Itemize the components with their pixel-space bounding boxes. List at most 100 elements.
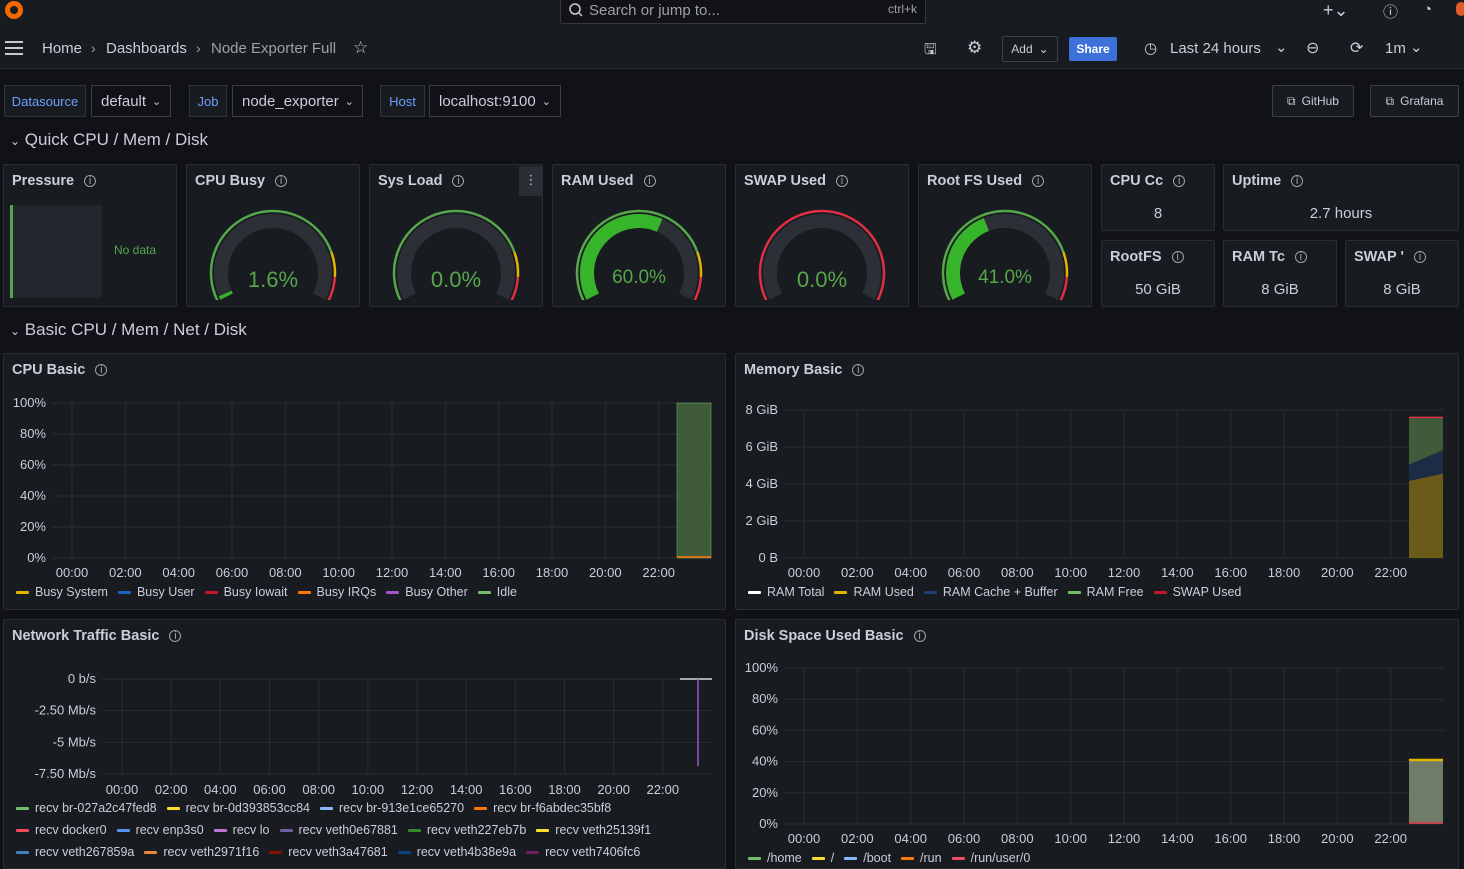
- menu-icon[interactable]: [5, 41, 23, 55]
- ram-used-panel[interactable]: RAM Used i 60.0%: [552, 164, 726, 307]
- save-icon[interactable]: 🖫: [924, 41, 937, 58]
- legend-item[interactable]: /boot: [844, 851, 891, 865]
- info-icon[interactable]: i: [95, 364, 108, 376]
- grafana-link[interactable]: ⧉ Grafana: [1370, 85, 1459, 117]
- legend-item[interactable]: recv veth4b38e9a: [397, 845, 516, 859]
- cpu-basic-panel[interactable]: CPU Basic i 100% 80% 60% 40% 20% 0% 00:00 02:00 0…: [3, 353, 726, 610]
- legend-label: Idle: [496, 585, 517, 599]
- legend-item[interactable]: RAM Cache + Buffer: [923, 585, 1058, 599]
- info-icon[interactable]: i: [169, 630, 182, 642]
- swap-total-panel[interactable]: SWAP ' i 8 GiB: [1345, 240, 1459, 307]
- gear-icon[interactable]: ⚙: [967, 38, 983, 57]
- legend-item[interactable]: Busy IRQs: [297, 585, 376, 599]
- panel-title-text: SWAP ': [1354, 249, 1404, 265]
- cpu-cores-panel[interactable]: CPU Cc i 8: [1101, 164, 1215, 231]
- legend-item[interactable]: recv br-913e1ce65270: [320, 801, 464, 815]
- help-icon[interactable]: ⓘ: [1383, 4, 1399, 21]
- memory-basic-panel[interactable]: Memory Basic i 8 GiB 6 GiB 4 GiB 2 GiB 0 B 00:…: [735, 353, 1459, 610]
- legend-item[interactable]: Busy User: [117, 585, 195, 599]
- host-select[interactable]: localhost:9100 ⌄: [429, 85, 561, 117]
- info-icon[interactable]: i: [835, 175, 848, 187]
- info-icon[interactable]: i: [1294, 251, 1307, 263]
- root-fs-used-panel[interactable]: Root FS Used i 41.0%: [918, 164, 1092, 307]
- legend-item[interactable]: recv veth3a47681: [269, 845, 388, 859]
- breadcrumb-dashboards[interactable]: Dashboards: [106, 40, 187, 57]
- chevron-down-icon[interactable]: ⌄: [1410, 39, 1423, 56]
- refresh-icon[interactable]: ⟳: [1350, 40, 1364, 57]
- legend-item[interactable]: recv veth0e67881: [279, 823, 398, 837]
- legend-item[interactable]: recv veth227eb7b: [407, 823, 526, 837]
- legend-item[interactable]: recv br-027a2c47fed8: [16, 801, 157, 815]
- legend-item[interactable]: RAM Total: [748, 585, 824, 599]
- rootfs-total-panel[interactable]: RootFS i 50 GiB: [1101, 240, 1215, 307]
- x-tick-label: 00:00: [56, 565, 89, 580]
- legend-swatch: [951, 856, 965, 860]
- y-tick-label: 6 GiB: [745, 439, 778, 454]
- legend-item[interactable]: Busy System: [16, 585, 108, 599]
- legend-item[interactable]: /home: [748, 851, 802, 865]
- info-icon[interactable]: i: [1173, 175, 1186, 187]
- plus-icon[interactable]: +⌄: [1323, 0, 1349, 20]
- legend-item[interactable]: /run/user/0: [951, 851, 1030, 865]
- info-icon[interactable]: i: [84, 175, 97, 187]
- star-icon[interactable]: ☆: [353, 38, 369, 57]
- info-icon[interactable]: i: [1032, 175, 1045, 187]
- row-basic-cpu-mem-net-disk[interactable]: ⌄ Basic CPU / Mem / Net / Disk: [10, 320, 247, 340]
- job-select[interactable]: node_exporter ⌄: [232, 85, 363, 117]
- legend-item[interactable]: recv docker0: [16, 823, 107, 837]
- legend-item[interactable]: recv veth2971f16: [144, 845, 259, 859]
- add-button[interactable]: Add ⌄: [1002, 36, 1058, 62]
- zoom-out-icon[interactable]: ⊖: [1306, 40, 1320, 57]
- info-icon[interactable]: i: [643, 175, 656, 187]
- legend-label: recv veth7406fc6: [545, 845, 641, 859]
- rss-icon[interactable]: ◔: [1423, 1, 1433, 18]
- legend-item[interactable]: recv br-f6abdec35bf8: [474, 801, 611, 815]
- time-range-picker[interactable]: Last 24 hours: [1170, 40, 1261, 57]
- legend-item[interactable]: recv veth267859a: [16, 845, 134, 859]
- legend-item[interactable]: Idle: [477, 585, 517, 599]
- ram-total-panel[interactable]: RAM Tc i 8 GiB: [1223, 240, 1337, 307]
- info-icon[interactable]: i: [852, 364, 865, 376]
- network-traffic-basic-panel[interactable]: Network Traffic Basic i 0 b/s -2.50 Mb/s -5…: [3, 619, 726, 869]
- search-input[interactable]: Search or jump to... ctrl+k: [560, 0, 926, 24]
- legend-swatch: [204, 590, 218, 594]
- legend-item[interactable]: RAM Free: [1067, 585, 1144, 599]
- info-icon[interactable]: i: [275, 175, 288, 187]
- legend-item[interactable]: /run: [901, 851, 942, 865]
- legend-item[interactable]: SWAP Used: [1153, 585, 1241, 599]
- chevron-down-icon[interactable]: ⌄: [1275, 39, 1288, 56]
- legend-item[interactable]: recv enp3s0: [116, 823, 204, 837]
- legend-item[interactable]: Busy Iowait: [204, 585, 288, 599]
- swap-used-panel[interactable]: SWAP Used i 0.0%: [735, 164, 909, 307]
- pressure-panel[interactable]: Pressure i No data: [3, 164, 177, 307]
- disk-space-used-basic-panel[interactable]: Disk Space Used Basic i 100% 80% 60% 40% 20% 0…: [735, 619, 1459, 869]
- legend-item[interactable]: RAM Used: [834, 585, 914, 599]
- info-icon[interactable]: i: [1171, 251, 1184, 263]
- legend-item[interactable]: Busy Other: [386, 585, 468, 599]
- avatar[interactable]: [1456, 2, 1464, 16]
- legend-item[interactable]: /: [811, 851, 834, 865]
- info-icon[interactable]: i: [1291, 175, 1304, 187]
- cpu-busy-panel[interactable]: CPU Busy i 1.6%: [186, 164, 360, 307]
- legend-swatch: [536, 828, 550, 832]
- breadcrumb-home[interactable]: Home: [42, 40, 83, 57]
- legend-label: recv veth0e67881: [298, 823, 398, 837]
- refresh-interval[interactable]: 1m: [1385, 40, 1406, 57]
- legend-item[interactable]: recv br-0d393853cc84: [166, 801, 310, 815]
- x-tick-label: 02:00: [155, 782, 188, 797]
- datasource-select[interactable]: default ⌄: [91, 85, 171, 117]
- github-link[interactable]: ⧉ GitHub: [1272, 85, 1354, 117]
- legend-item[interactable]: recv lo: [213, 823, 270, 837]
- grafana-logo-icon[interactable]: [2, 0, 26, 22]
- info-icon[interactable]: i: [1413, 251, 1426, 263]
- row-quick-cpu-mem-disk[interactable]: ⌄ Quick CPU / Mem / Disk: [10, 130, 208, 150]
- legend-item[interactable]: recv veth7406fc6: [526, 845, 640, 859]
- info-icon[interactable]: i: [913, 630, 926, 642]
- share-button[interactable]: Share: [1069, 37, 1117, 61]
- uptime-panel[interactable]: Uptime i 2.7 hours: [1223, 164, 1459, 231]
- legend-swatch: [834, 590, 848, 594]
- legend-item[interactable]: recv veth25139f1: [536, 823, 651, 837]
- panel-menu-icon[interactable]: ⋮: [519, 166, 543, 196]
- info-icon[interactable]: i: [452, 175, 465, 187]
- sys-load-panel[interactable]: Sys Load i ⋮ 0.0%: [369, 164, 543, 307]
